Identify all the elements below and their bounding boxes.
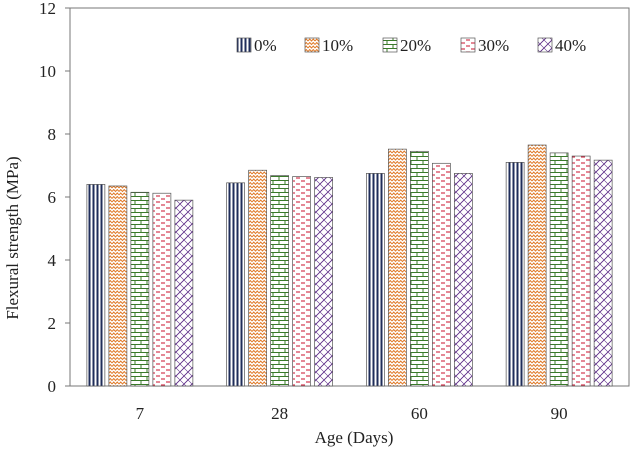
bar-90-20pct [549, 152, 569, 387]
bar-7-10pct [108, 185, 128, 387]
bars [86, 144, 613, 387]
bar-60-20pct [410, 150, 429, 387]
y-tick-label: 8 [48, 125, 57, 144]
legend-label: 20% [400, 36, 431, 55]
x-tick-label: 60 [411, 404, 428, 423]
y-axis-ticks: 0 2 4 6 8 10 12 [39, 0, 70, 396]
legend-swatch [382, 37, 398, 53]
y-tick-label: 4 [48, 251, 57, 270]
bar-90-40pct [593, 159, 613, 387]
bar-28-40pct [314, 177, 333, 387]
y-tick-label: 10 [39, 62, 56, 81]
legend-label: 10% [322, 36, 353, 55]
bar-28-30pct [292, 176, 311, 387]
bar-7-40pct [174, 199, 194, 387]
bar-7-0pct [86, 184, 106, 387]
y-axis-label: Flexural strength (MPa) [3, 156, 22, 319]
y-tick-label: 6 [48, 188, 57, 207]
bar-60-30pct [432, 162, 451, 387]
y-tick-label: 2 [48, 314, 57, 333]
x-axis-label: Age (Days) [315, 428, 394, 447]
bar-28-0pct [226, 182, 245, 387]
x-tick-label: 90 [551, 404, 568, 423]
bar-28-10pct [248, 169, 267, 387]
x-axis-ticks: 7 28 60 90 [136, 404, 568, 423]
legend-label: 30% [478, 36, 509, 55]
legend-swatch [236, 37, 252, 53]
bar-60-0pct [366, 173, 385, 387]
x-tick-label: 28 [271, 404, 288, 423]
bar-28-20pct [270, 175, 289, 387]
bar-7-30pct [152, 192, 172, 387]
bar-60-10pct [388, 148, 407, 387]
legend-swatch [460, 37, 476, 53]
bar-90-0pct [505, 162, 525, 387]
legend: 0% 10% 20% 30% 40% [236, 36, 586, 55]
bar-60-40pct [454, 173, 473, 387]
legend-swatch [304, 37, 320, 53]
legend-label: 0% [254, 36, 277, 55]
bar-90-30pct [571, 155, 591, 387]
legend-label: 40% [555, 36, 586, 55]
legend-swatch [537, 37, 553, 53]
y-tick-label: 12 [39, 0, 56, 18]
bar-90-10pct [527, 144, 547, 387]
bar-7-20pct [130, 191, 150, 387]
y-tick-label: 0 [48, 377, 57, 396]
x-tick-label: 7 [136, 404, 145, 423]
